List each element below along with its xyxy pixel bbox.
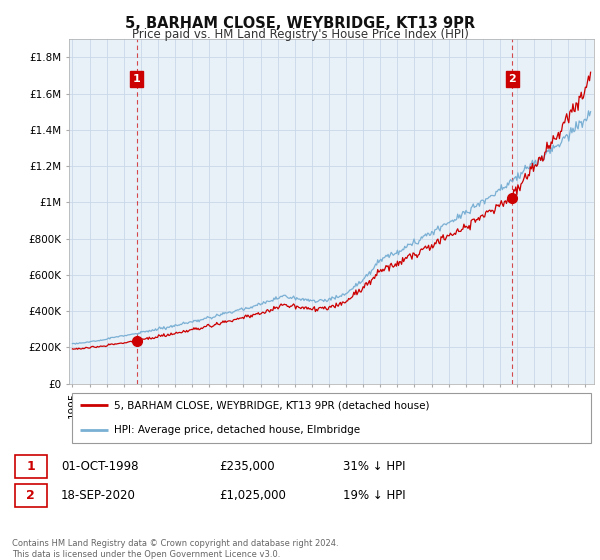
Text: 2: 2: [26, 489, 35, 502]
Text: Price paid vs. HM Land Registry's House Price Index (HPI): Price paid vs. HM Land Registry's House …: [131, 28, 469, 41]
Text: 5, BARHAM CLOSE, WEYBRIDGE, KT13 9PR (detached house): 5, BARHAM CLOSE, WEYBRIDGE, KT13 9PR (de…: [113, 400, 429, 410]
Text: Contains HM Land Registry data © Crown copyright and database right 2024.
This d: Contains HM Land Registry data © Crown c…: [12, 539, 338, 559]
Text: 2: 2: [508, 74, 516, 84]
Text: 1: 1: [26, 460, 35, 473]
FancyBboxPatch shape: [15, 484, 47, 507]
Text: HPI: Average price, detached house, Elmbridge: HPI: Average price, detached house, Elmb…: [113, 426, 360, 435]
Text: 5, BARHAM CLOSE, WEYBRIDGE, KT13 9PR: 5, BARHAM CLOSE, WEYBRIDGE, KT13 9PR: [125, 16, 475, 31]
Text: £235,000: £235,000: [220, 460, 275, 473]
Text: 31% ↓ HPI: 31% ↓ HPI: [343, 460, 406, 473]
Text: 18-SEP-2020: 18-SEP-2020: [61, 489, 136, 502]
Text: 19% ↓ HPI: 19% ↓ HPI: [343, 489, 406, 502]
FancyBboxPatch shape: [71, 393, 592, 443]
Text: 1: 1: [133, 74, 140, 84]
Text: 01-OCT-1998: 01-OCT-1998: [61, 460, 139, 473]
FancyBboxPatch shape: [15, 455, 47, 478]
Text: £1,025,000: £1,025,000: [220, 489, 286, 502]
